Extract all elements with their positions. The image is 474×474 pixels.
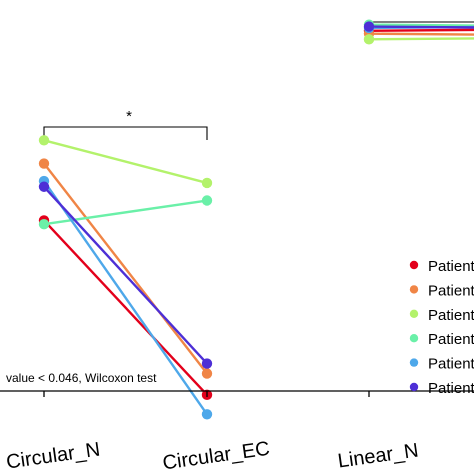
series-line-4 <box>42 179 209 416</box>
legend-marker-2 <box>409 309 419 318</box>
x-axis-tick-labels: Circular_N Circular_EC Linear_N <box>5 438 420 474</box>
legend-marker-4 <box>409 358 419 367</box>
data-point-s5-c1 <box>201 358 213 369</box>
series-line-linear-3 <box>367 23 474 27</box>
legend-label-5: Patient <box>428 380 474 397</box>
data-point-s2-c1 <box>201 177 213 189</box>
series-line-linear-2 <box>367 37 474 41</box>
data-point-s3-c0 <box>38 219 50 230</box>
series-points <box>38 19 375 420</box>
data-point-s5-c0 <box>38 181 50 192</box>
legend-label-4: Patient <box>428 356 474 373</box>
legend-label-1: Patient <box>428 282 474 299</box>
data-point-s2-c2 <box>363 34 375 45</box>
series-line-linear-0 <box>367 28 474 33</box>
x-tick-label-2: Linear_N <box>336 440 419 473</box>
legend-marker-5 <box>409 382 419 392</box>
x-axis-ticks <box>43 391 370 397</box>
data-point-s1-c0 <box>38 158 50 169</box>
data-point-s5-c2 <box>363 21 375 32</box>
bracket-circular <box>43 126 208 140</box>
legend-marker-0 <box>409 260 419 270</box>
x-tick-label-0: Circular_N <box>5 439 102 474</box>
data-point-s4-c1 <box>201 409 213 420</box>
legend: Patient Patient Patient Patient Patient Patie… <box>409 258 474 397</box>
data-point-s3-c1 <box>201 195 213 206</box>
data-point-s2-c0 <box>38 135 50 146</box>
legend-marker-3 <box>409 334 419 343</box>
series-line-linear-1 <box>367 32 474 36</box>
series-line-2 <box>42 139 209 185</box>
series-line-0 <box>42 219 209 397</box>
legend-label-2: Patient <box>428 307 474 324</box>
legend-marker-1 <box>409 285 419 294</box>
series-line-5 <box>42 185 209 365</box>
series-lines <box>42 23 474 416</box>
x-tick-label-1: Circular_EC <box>161 438 271 474</box>
legend-label-0: Patient <box>428 258 474 275</box>
legend-label-3: Patient <box>428 331 474 348</box>
series-line-linear-5 <box>367 25 474 29</box>
data-point-s1-c1 <box>201 368 213 379</box>
annotation-text: value < 0.046, Wilcoxon test <box>6 371 157 385</box>
series-line-1 <box>42 162 209 375</box>
significance-star: * <box>126 108 132 125</box>
